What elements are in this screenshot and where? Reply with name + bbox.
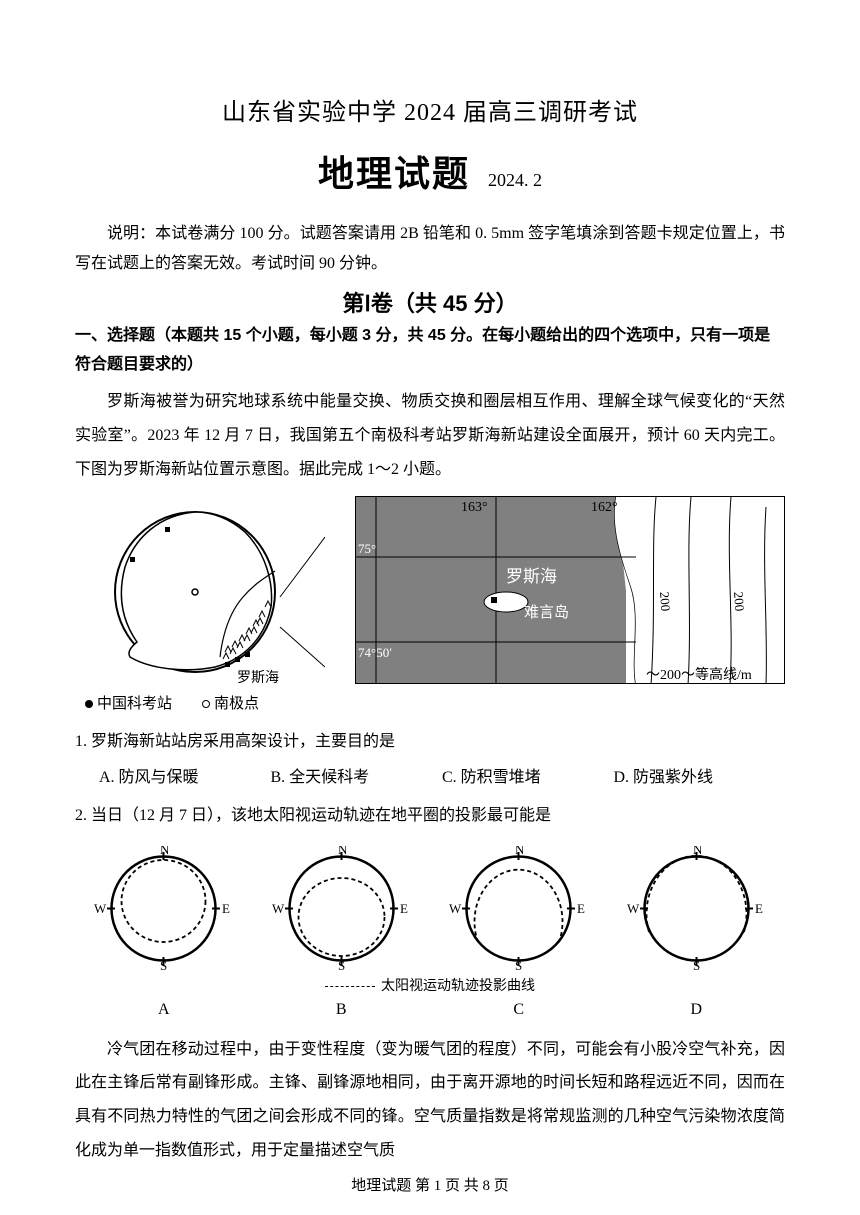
q1-option-d: D. 防强紫外线 [614, 763, 786, 793]
svg-text:74°50′: 74°50′ [358, 645, 392, 660]
sun-diagram-d: N S W E [624, 846, 769, 971]
svg-text:W: W [272, 901, 285, 916]
svg-text:W: W [627, 901, 640, 916]
sun-diagrams: N S W E N S W E N S W [75, 846, 785, 971]
svg-text:S: S [160, 958, 167, 971]
svg-text:E: E [222, 901, 230, 916]
sun-diagram-a: N S W E [91, 846, 236, 971]
sun-diagram-b: N S W E [269, 846, 414, 971]
svg-text:N: N [515, 846, 525, 857]
q1-option-a: A. 防风与保暖 [99, 763, 271, 793]
subject-title: 地理试题 [318, 145, 470, 197]
svg-text:200: 200 [657, 591, 673, 611]
sun-caption: 太阳视运动轨迹投影曲线 [75, 975, 785, 995]
q2-option-labels: A B C D [75, 1001, 785, 1019]
ross-sea-label: 罗斯海 [506, 567, 557, 586]
svg-text:75°: 75° [358, 541, 376, 556]
q1-options: A. 防风与保暖 B. 全天候科考 C. 防积雪堆堵 D. 防强紫外线 [99, 763, 785, 793]
page-footer: 地理试题 第 1 页 共 8 页 [0, 1174, 860, 1195]
svg-text:S: S [338, 958, 345, 971]
island-label: 难言岛 [524, 604, 569, 621]
svg-text:163°: 163° [461, 500, 488, 515]
detail-map: 163° 162° 75° 74°50′ 罗斯海 难言岛 200 200 ～20… [355, 496, 785, 684]
map-figure: 罗斯海 163° 162° 75° 74°50′ 罗斯海 难言岛 200 2 [75, 496, 785, 684]
q1-option-b: B. 全天候科考 [271, 763, 443, 793]
q2-label-a: A [91, 1001, 236, 1019]
q2-label-b: B [269, 1001, 414, 1019]
svg-text:S: S [693, 958, 700, 971]
svg-text:W: W [94, 901, 107, 916]
contour-legend: ～200～等高线/m [646, 666, 752, 683]
part-heading: 第Ⅰ卷（共 45 分） [75, 286, 785, 318]
svg-text:N: N [338, 846, 348, 857]
svg-text:200: 200 [731, 591, 747, 611]
legend-station: 中国科考站 [85, 690, 172, 719]
q1-stem: 1. 罗斯海新站站房采用高架设计，主要目的是 [75, 727, 785, 757]
school-line: 山东省实验中学 2024 届高三调研考试 [75, 92, 785, 127]
ross-sea-small-label: 罗斯海 [237, 670, 279, 683]
q2-label-c: C [446, 1001, 591, 1019]
q2-label-d: D [624, 1001, 769, 1019]
sun-diagram-c: N S W E [446, 846, 591, 971]
svg-text:W: W [449, 901, 462, 916]
instructions: 说明：本试卷满分 100 分。试题答案请用 2B 铅笔和 0. 5mm 签字笔填… [75, 219, 785, 280]
antarctica-inset-map: 罗斯海 [75, 497, 325, 683]
svg-text:S: S [515, 958, 522, 971]
passage-1: 罗斯海被誉为研究地球系统中能量交换、物质交换和圈层相互作用、理解全球气候变化的“… [75, 385, 785, 486]
svg-text:E: E [400, 901, 408, 916]
section-head: 一、选择题（本题共 15 个小题，每小题 3 分，共 45 分。在每小题给出的四… [75, 322, 785, 380]
svg-text:N: N [160, 846, 170, 857]
q2-stem: 2. 当日（12 月 7 日），该地太阳视运动轨迹在地平圈的投影最可能是 [75, 801, 785, 831]
passage-2: 冷气团在移动过程中，由于变性程度（变为暖气团的程度）不同，可能会有小股冷空气补充… [75, 1033, 785, 1167]
legend-pole: 南极点 [202, 690, 259, 719]
svg-text:E: E [755, 901, 763, 916]
svg-text:162°: 162° [591, 500, 618, 515]
svg-text:E: E [577, 901, 585, 916]
exam-date: 2024. 2 [488, 170, 542, 191]
q1-option-c: C. 防积雪堆堵 [442, 763, 614, 793]
